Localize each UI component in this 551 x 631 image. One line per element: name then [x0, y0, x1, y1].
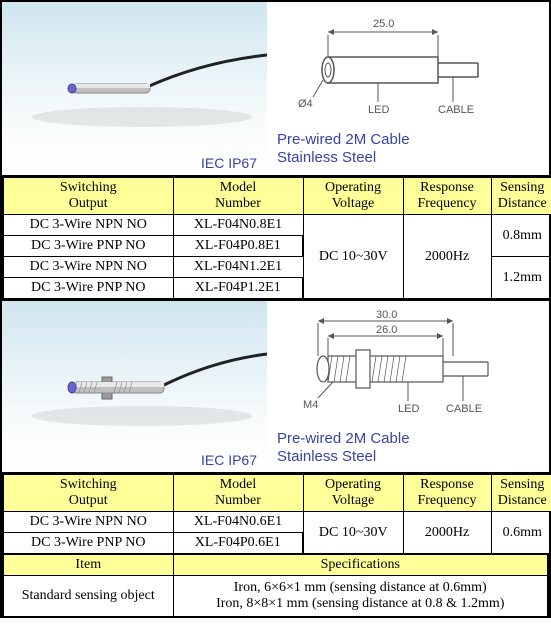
tech-diagram-2: 30.0 26.0	[267, 301, 549, 472]
iec-label-2: IEC IP67	[201, 452, 257, 468]
product-image-row-2: IEC IP67 30.0 26.0	[2, 299, 549, 474]
product-image-row-1: IEC IP67 25.0	[2, 2, 549, 177]
svg-text:M4: M4	[303, 399, 318, 411]
svg-text:26.0: 26.0	[376, 324, 397, 336]
table-row: DC 3-Wire NPN NO XL-F04N0.6E1 DC 10~30V …	[3, 512, 551, 533]
table-row: DC 3-Wire NPN NO XL-F04N0.8E1 DC 10~30V …	[3, 215, 551, 236]
table-header-row: Item Specifications	[3, 555, 548, 576]
th-switching: SwitchingOutput	[3, 178, 173, 215]
product-photo-2: IEC IP67	[2, 301, 267, 472]
spec-table-1: SwitchingOutput ModelNumber OperatingVol…	[2, 177, 551, 299]
product-photo-1: IEC IP67	[2, 2, 267, 175]
svg-text:CABLE: CABLE	[446, 403, 482, 415]
th-frequency: ResponseFrequency	[403, 178, 491, 215]
diagram-caption-2: Pre-wired 2M Cable Stainless Steel	[267, 430, 549, 466]
svg-text:CABLE: CABLE	[438, 104, 474, 116]
table-header-row: SwitchingOutput ModelNumber OperatingVol…	[3, 475, 551, 512]
table-header-row: SwitchingOutput ModelNumber OperatingVol…	[3, 178, 551, 215]
svg-text:LED: LED	[398, 403, 419, 415]
iec-label-1: IEC IP67	[201, 155, 257, 171]
svg-text:Ø4: Ø4	[298, 98, 313, 110]
th-voltage: OperatingVoltage	[303, 178, 403, 215]
diagram-caption-1: Pre-wired 2M Cable Stainless Steel	[267, 131, 549, 167]
svg-text:LED: LED	[368, 104, 389, 116]
svg-text:25.0: 25.0	[373, 18, 394, 30]
spec-table-2: SwitchingOutput ModelNumber OperatingVol…	[2, 474, 551, 554]
svg-text:30.0: 30.0	[376, 309, 397, 321]
spec-detail-table: Item Specifications Standard sensing obj…	[2, 554, 549, 618]
tech-diagram-1: 25.0 Ø4 LED	[267, 2, 549, 175]
th-model: ModelNumber	[173, 178, 303, 215]
th-distance: SensingDistance	[491, 178, 551, 215]
table-row: Standard sensing object Iron, 6×6×1 mm (…	[3, 576, 548, 618]
